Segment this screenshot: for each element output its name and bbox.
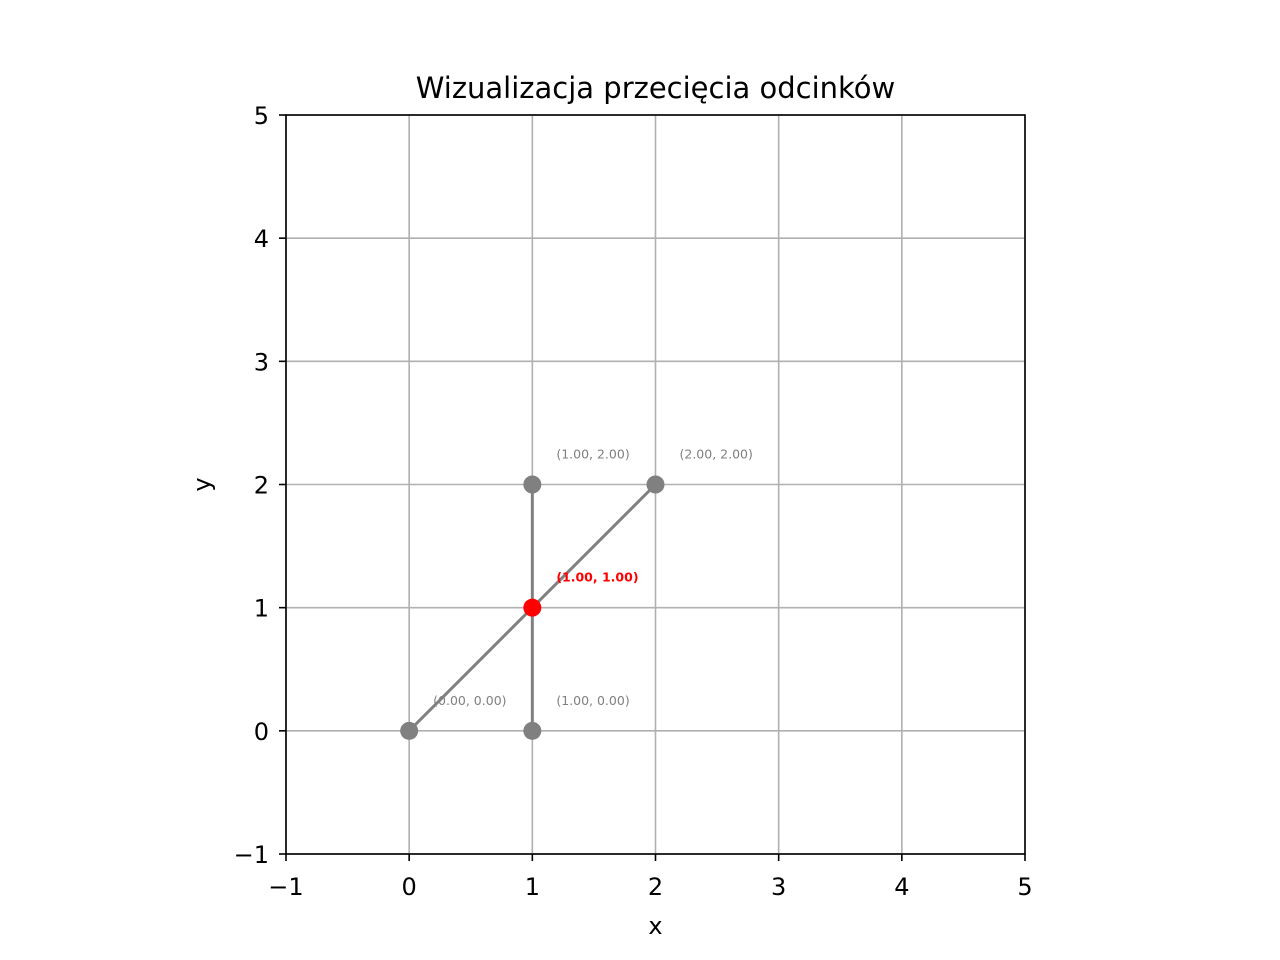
x-tick-label-3: 2 [648, 873, 663, 901]
x-tick-label-5: 4 [894, 873, 909, 901]
intersection-point [523, 598, 542, 617]
y-tick-label-3: 2 [254, 472, 269, 500]
intersection-label: (1.00, 1.00) [556, 570, 638, 585]
point-2 [523, 721, 542, 740]
point-label-3: (1.00, 2.00) [556, 447, 629, 462]
x-tick-label-4: 3 [771, 873, 786, 901]
x-axis-label: x [648, 912, 662, 940]
x-tick-label-0: −1 [268, 873, 303, 901]
y-tick-label-4: 3 [254, 348, 269, 376]
y-tick-label-2: 1 [254, 595, 269, 623]
x-tick-label-2: 1 [525, 873, 540, 901]
point-label-1: (2.00, 2.00) [680, 447, 753, 462]
point-label-0: (0.00, 0.00) [433, 693, 506, 708]
chart-title: Wizualizacja przecięcia odcinków [416, 71, 896, 105]
ticks: −1 0 1 2 3 4 5 −1 0 1 2 3 4 5 [234, 102, 1033, 901]
y-tick-label-0: −1 [234, 841, 269, 869]
point-1 [646, 475, 665, 494]
point-3 [523, 475, 542, 494]
x-tick-label-1: 0 [402, 873, 417, 901]
y-tick-label-5: 4 [254, 225, 269, 253]
x-tick-label-6: 5 [1017, 873, 1032, 901]
y-axis-label: y [188, 477, 216, 491]
point-0 [400, 721, 419, 740]
points: (0.00, 0.00) (2.00, 2.00) (1.00, 0.00) (1.0… [400, 447, 753, 740]
point-label-2: (1.00, 0.00) [556, 693, 629, 708]
y-tick-label-6: 5 [254, 102, 269, 130]
y-tick-label-1: 0 [254, 718, 269, 746]
